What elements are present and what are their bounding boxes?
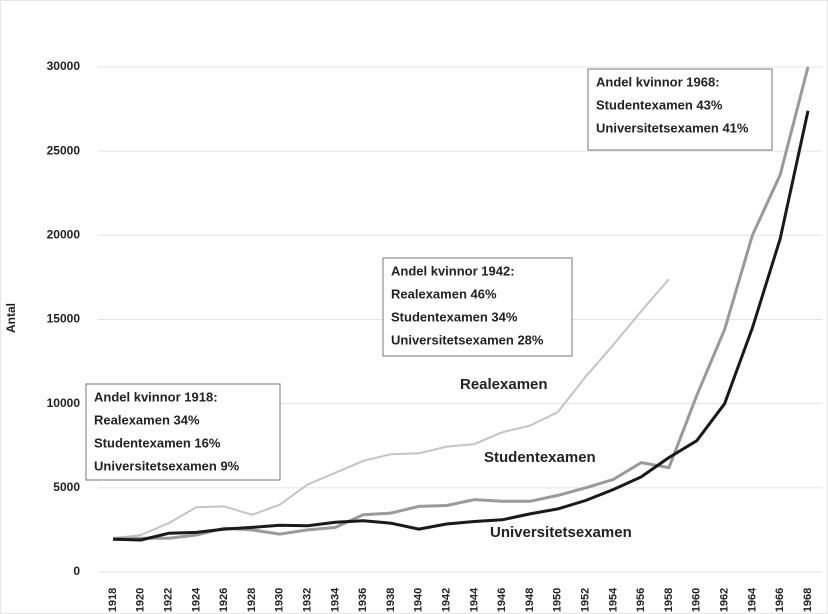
y-tick-label: 30000 [47, 59, 81, 73]
series-line [112, 110, 810, 542]
x-tick-label: 1928 [246, 588, 258, 612]
x-tick-label: 1940 [413, 588, 425, 612]
annotation-text: Universitetsexamen 9% [94, 458, 240, 473]
annotation-text: Studentexamen 34% [391, 309, 518, 324]
y-tick-label: 10000 [47, 396, 81, 410]
series-label: Realexamen [460, 376, 548, 393]
y-axis-label: Antal [4, 303, 18, 333]
y-tick-label: 25000 [47, 143, 81, 157]
annotation-text: Realexamen 46% [391, 286, 497, 301]
x-tick-label: 1926 [218, 588, 230, 612]
x-tick-label: 1938 [385, 588, 397, 612]
x-tick-label: 1930 [274, 588, 286, 612]
x-tick-label: 1924 [190, 587, 202, 612]
annotation-text: Andel kvinnor 1942: [391, 263, 515, 278]
x-tick-label: 1944 [468, 587, 480, 612]
x-tick-label: 1934 [329, 587, 341, 612]
x-tick-label: 1966 [774, 588, 786, 612]
x-tick-label: 1960 [691, 588, 703, 612]
x-tick-label: 1958 [663, 588, 675, 612]
x-tick-label: 1948 [524, 588, 536, 612]
y-tick-label: 20000 [47, 228, 81, 242]
x-tick-label: 1942 [441, 588, 453, 612]
annotation-box [85, 383, 281, 481]
x-tick-label: 1954 [607, 587, 619, 612]
annotation-box [587, 68, 773, 151]
x-tick-label: 1968 [802, 588, 814, 612]
x-tick-label: 1956 [635, 588, 647, 612]
annotation-text: Universitetsexamen 41% [596, 120, 749, 135]
x-tick-label: 1936 [357, 588, 369, 612]
series-label: Studentexamen [484, 449, 596, 466]
series-line [112, 278, 670, 540]
x-tick-label: 1964 [746, 587, 758, 612]
annotation-text: Andel kvinnor 1968: [596, 74, 720, 89]
y-tick-label: 0 [73, 564, 80, 578]
annotation-text: Universitetsexamen 28% [391, 332, 544, 347]
x-tick-label: 1932 [302, 588, 314, 612]
y-tick-label: 5000 [53, 480, 80, 494]
x-tick-label: 1946 [496, 588, 508, 612]
annotation-box [382, 257, 573, 357]
series-label: Universitetsexamen [490, 524, 632, 541]
x-tick-label: 1950 [552, 588, 564, 612]
annotation-text: Realexamen 34% [94, 412, 200, 427]
x-tick-label: 1952 [580, 588, 592, 612]
x-tick-label: 1920 [135, 588, 147, 612]
x-tick-label: 1922 [163, 588, 175, 612]
x-tick-label: 1962 [719, 588, 731, 612]
y-tick-label: 15000 [47, 312, 81, 326]
annotation-text: Studentexamen 16% [94, 435, 221, 450]
annotation-text: Andel kvinnor 1918: [94, 389, 218, 404]
x-tick-label: 1918 [107, 588, 119, 612]
annotation-text: Studentexamen 43% [596, 97, 723, 112]
